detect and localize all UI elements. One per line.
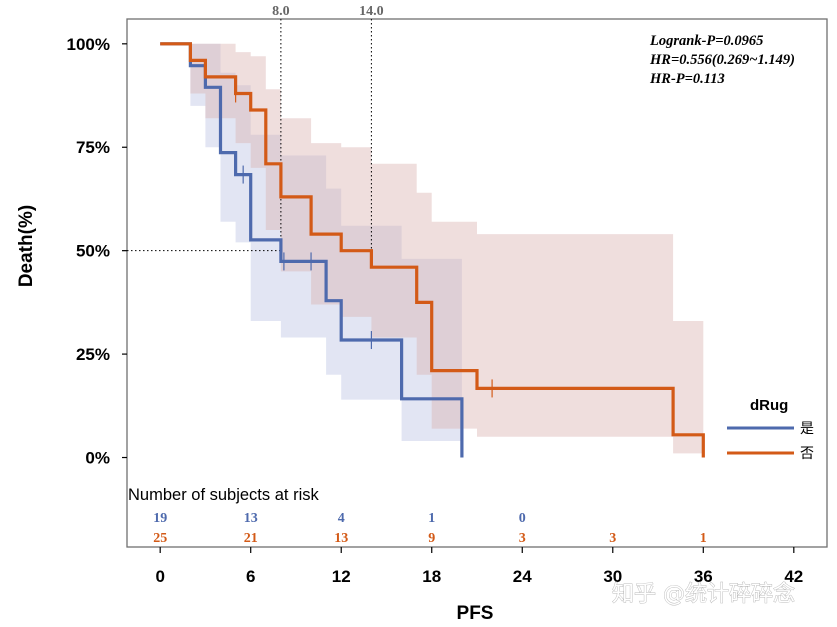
risk-count-shi: 0 bbox=[519, 511, 526, 526]
legend-label-fou: 否 bbox=[800, 446, 814, 462]
risk-table: 19 13 4 1 0 25 21 13 9 3 3 1 bbox=[153, 511, 707, 546]
risk-count-fou: 3 bbox=[609, 531, 616, 546]
legend-title: dRug bbox=[750, 397, 788, 414]
risk-count-shi: 19 bbox=[153, 511, 167, 526]
median-reference-lines: 8.0 14.0 bbox=[127, 4, 384, 252]
risk-count-shi: 4 bbox=[338, 511, 345, 526]
median-label-1: 8.0 bbox=[272, 4, 290, 19]
x-tick-label: 36 bbox=[694, 567, 713, 586]
risk-count-fou: 9 bbox=[428, 531, 435, 546]
y-axis-title: Death(%) bbox=[16, 205, 37, 287]
y-tick-label: 100% bbox=[67, 35, 110, 54]
legend: dRug 是 否 bbox=[727, 397, 814, 462]
risk-count-fou: 3 bbox=[519, 531, 526, 546]
x-tick-label: 30 bbox=[603, 567, 622, 586]
censor-marks bbox=[235, 84, 493, 398]
risk-table-title: Number of subjects at risk bbox=[128, 486, 319, 504]
watermark-text: 知乎 @统计碎碎念 bbox=[612, 582, 795, 607]
hazard-ratio-text: HR=0.556(0.269~1.149) bbox=[649, 52, 795, 68]
stats-annotation: Logrank-P=0.0965 HR=0.556(0.269~1.149) H… bbox=[649, 33, 795, 87]
survival-curves bbox=[160, 42, 705, 458]
y-tick-label: 75% bbox=[76, 138, 110, 157]
plot-frame bbox=[126, 18, 828, 548]
x-tick-label: 24 bbox=[513, 567, 532, 586]
hr-p-text: HR-P=0.113 bbox=[649, 71, 725, 87]
y-tick-label: 0% bbox=[85, 449, 110, 468]
x-axis-title: PFS bbox=[457, 603, 494, 624]
median-label-2: 14.0 bbox=[359, 4, 384, 19]
ci-band-shi bbox=[190, 43, 462, 442]
risk-count-fou: 21 bbox=[244, 531, 258, 546]
survival-curve-fou bbox=[160, 42, 705, 458]
risk-count-fou: 25 bbox=[153, 531, 167, 546]
logrank-p-text: Logrank-P=0.0965 bbox=[649, 33, 763, 49]
risk-count-fou: 1 bbox=[700, 531, 707, 546]
risk-count-shi: 1 bbox=[428, 511, 435, 526]
ci-band-fou bbox=[190, 43, 704, 454]
risk-count-fou: 13 bbox=[334, 531, 348, 546]
x-axis: 0 6 12 18 24 30 36 42 bbox=[155, 547, 803, 586]
x-tick-label: 42 bbox=[784, 567, 803, 586]
x-tick-label: 12 bbox=[332, 567, 351, 586]
x-tick-label: 0 bbox=[155, 567, 164, 586]
risk-count-shi: 13 bbox=[244, 511, 258, 526]
x-tick-label: 6 bbox=[246, 567, 255, 586]
y-tick-label: 25% bbox=[76, 345, 110, 364]
confidence-bands bbox=[190, 43, 704, 454]
legend-label-shi: 是 bbox=[800, 421, 814, 437]
y-tick-label: 50% bbox=[76, 242, 110, 261]
x-tick-label: 18 bbox=[422, 567, 441, 586]
y-axis: 100% 75% 50% 25% 0% bbox=[67, 35, 127, 468]
